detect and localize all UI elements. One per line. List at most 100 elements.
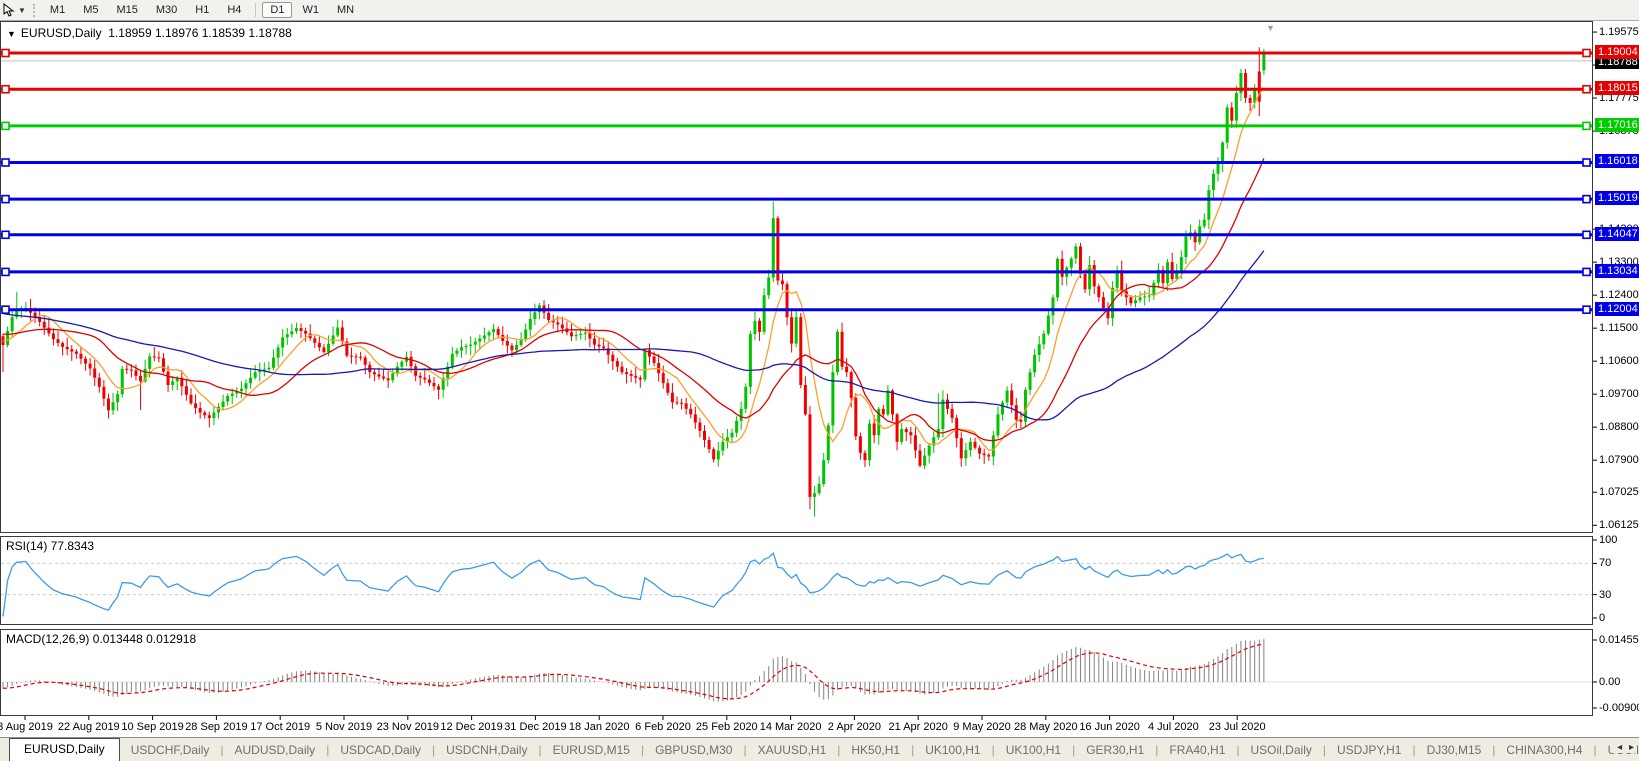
tab-scroll-right-icon[interactable]: ▸ — [1628, 742, 1634, 753]
chart-shift-marker-icon[interactable]: ▼ — [1266, 23, 1275, 33]
hline-1.14047[interactable] — [1, 230, 1592, 240]
candle — [276, 344, 280, 367]
candle — [689, 403, 693, 419]
main-chart-panel[interactable] — [0, 21, 1593, 533]
timeframe-button-w1[interactable]: W1 — [302, 4, 319, 16]
candle — [918, 443, 922, 468]
timeframe-button-m1[interactable]: M1 — [49, 4, 66, 16]
timeframe-button-m15[interactable]: M15 — [116, 4, 138, 16]
date-axis-label: 12 Dec 2019 — [440, 721, 503, 733]
chart-tab-gbpusd-m30[interactable]: GBPUSD,M30 — [655, 742, 733, 757]
chart-tab-usdjpy-h1[interactable]: USDJPY,H1 — [1336, 742, 1402, 757]
chart-tab-audusd-daily[interactable]: AUDUSD,Daily — [234, 742, 316, 757]
candle — [927, 442, 931, 464]
candle — [386, 371, 390, 388]
chart-tab-uk100-h1[interactable]: UK100,H1 — [925, 742, 981, 757]
date-axis-label: 6 Feb 2020 — [635, 721, 691, 733]
candle — [831, 364, 835, 433]
date-axis-label: 10 Sep 2019 — [121, 721, 184, 733]
candles-layer — [1, 47, 1266, 517]
price-tick-label: 1.11500 — [1599, 322, 1638, 335]
hline-1.17016[interactable] — [1, 121, 1592, 131]
horizontal-levels — [1, 48, 1592, 314]
symbol-dropdown-icon[interactable]: ▼ — [7, 29, 16, 39]
candle — [84, 356, 88, 371]
hline-1.16018[interactable] — [1, 158, 1592, 167]
level-price-tag: 1.14047 — [1595, 226, 1639, 241]
candle — [180, 370, 184, 396]
toolbar-grip[interactable] — [32, 3, 35, 17]
candle — [574, 330, 578, 341]
hline-1.15019[interactable] — [1, 194, 1592, 204]
timeframe-button-d1[interactable]: D1 — [262, 2, 293, 18]
candle — [528, 310, 532, 337]
hline-1.18015[interactable] — [1, 84, 1592, 94]
candle — [803, 376, 807, 416]
hline-1.19004[interactable] — [1, 48, 1592, 58]
date-axis-label: 17 Oct 2019 — [250, 721, 311, 733]
candle — [391, 368, 395, 383]
candle — [10, 308, 14, 337]
timeframe-button-m5[interactable]: M5 — [83, 4, 99, 16]
tab-separator: | — [1072, 742, 1076, 757]
timeframe-button-mn[interactable]: MN — [336, 4, 355, 16]
price-tick-label: 1.09700 — [1599, 388, 1639, 401]
candle — [1065, 266, 1069, 286]
chart-tab-china300-h4[interactable]: CHINA300,H4 — [1506, 742, 1583, 757]
candle — [88, 358, 92, 376]
candle — [317, 336, 321, 352]
chart-tab-dj30-m15[interactable]: DJ30,M15 — [1426, 742, 1482, 757]
candle — [1211, 169, 1215, 200]
level-price-tag: 1.17016 — [1595, 117, 1639, 132]
date-axis-label: 28 Sep 2019 — [185, 721, 248, 733]
candle — [634, 367, 638, 384]
chart-tab-usdcad-daily[interactable]: USDCAD,Daily — [340, 742, 421, 757]
candle — [464, 343, 468, 355]
hline-1.13034[interactable] — [1, 267, 1592, 277]
tab-separator: | — [538, 742, 542, 757]
candle — [1115, 265, 1119, 293]
candle — [890, 388, 894, 421]
timeframe-button-h1[interactable]: H1 — [195, 4, 210, 16]
candle — [712, 447, 716, 463]
candle — [1106, 302, 1110, 325]
chart-tab-usoil-daily[interactable]: USOil,Daily — [1250, 742, 1312, 757]
date-axis-label: 2 Apr 2020 — [827, 721, 881, 733]
candle — [982, 448, 986, 464]
rsi-panel[interactable] — [0, 536, 1593, 625]
candle — [913, 427, 917, 458]
chart-tab-usdcnh-daily[interactable]: USDCNH,Daily — [446, 742, 528, 757]
tab-separator: | — [1492, 742, 1496, 757]
chart-tab-eurusd-daily[interactable]: EURUSD,Daily — [9, 738, 120, 761]
dropdown-caret-icon[interactable]: ▼ — [18, 5, 26, 15]
timeframe-button-m30[interactable]: M30 — [155, 4, 178, 16]
candle — [129, 364, 133, 378]
chart-tab-xauusd-h1[interactable]: XAUUSD,H1 — [757, 742, 827, 757]
candle — [684, 397, 688, 415]
date-axis-label: 5 Nov 2019 — [315, 721, 373, 733]
candle — [272, 349, 276, 371]
candle — [1239, 68, 1243, 101]
chart-tab-hk50-h1[interactable]: HK50,H1 — [851, 742, 901, 757]
tab-separator: | — [1236, 742, 1240, 757]
timeframe-button-h4[interactable]: H4 — [227, 4, 242, 16]
candle — [1234, 85, 1238, 128]
tab-scroll-left-icon[interactable]: ◂ — [1617, 742, 1623, 753]
candle — [693, 406, 697, 429]
candle — [835, 329, 839, 376]
macd-axis-label: 0.014556 — [1599, 634, 1639, 646]
cursor-tool-button[interactable]: ▼ — [0, 3, 29, 17]
chart-tab-eurusd-m15[interactable]: EURUSD,M15 — [552, 742, 630, 757]
hline-1.12004[interactable] — [1, 305, 1592, 314]
candle — [767, 269, 771, 299]
candle — [1028, 368, 1032, 395]
chart-tab-uk100-h1[interactable]: UK100,H1 — [1005, 742, 1062, 757]
candle — [785, 281, 789, 326]
chart-tab-ger30-h1[interactable]: GER30,H1 — [1086, 742, 1145, 757]
candle — [235, 387, 239, 398]
chart-tab-fra40-h1[interactable]: FRA40,H1 — [1169, 742, 1226, 757]
chart-tab-usdchf-daily[interactable]: USDCHF,Daily — [130, 742, 210, 757]
candle — [65, 337, 69, 356]
